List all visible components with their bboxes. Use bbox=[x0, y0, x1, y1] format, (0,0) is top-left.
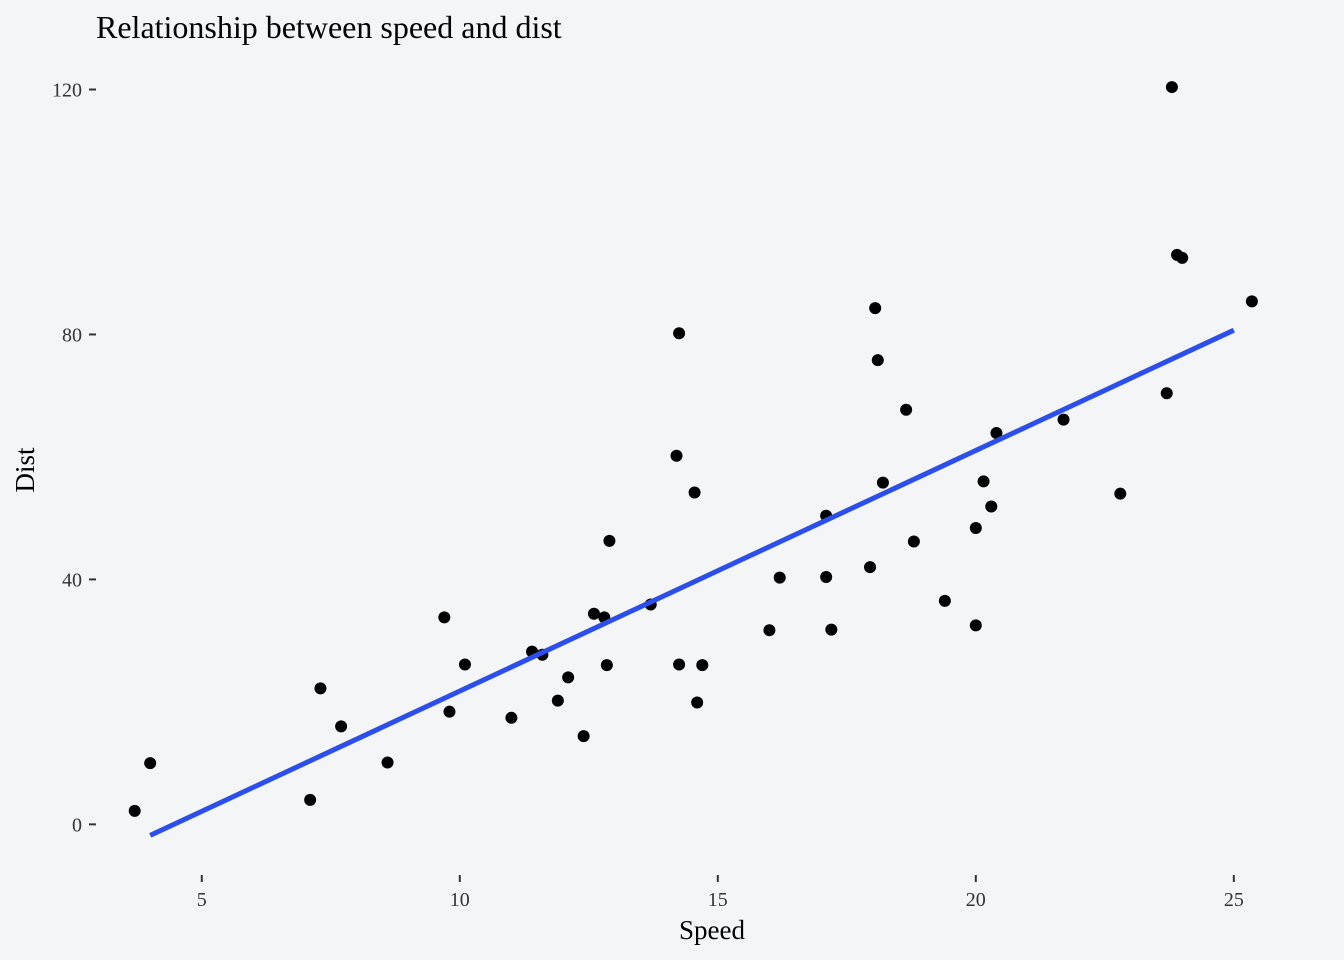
data-point bbox=[820, 570, 833, 583]
data-point bbox=[562, 671, 575, 684]
data-point bbox=[869, 302, 882, 315]
y-axis-label: Dist bbox=[10, 447, 40, 493]
x-tick-label: 15 bbox=[708, 889, 728, 911]
data-point bbox=[688, 486, 701, 499]
data-point bbox=[969, 521, 982, 534]
data-point bbox=[1114, 487, 1127, 500]
x-tick-label: 20 bbox=[966, 889, 986, 911]
data-point bbox=[438, 611, 451, 624]
data-point bbox=[1057, 413, 1070, 426]
data-point bbox=[773, 571, 786, 584]
data-point bbox=[443, 705, 456, 718]
data-point bbox=[907, 535, 920, 548]
data-point bbox=[696, 659, 709, 672]
data-point bbox=[900, 403, 913, 416]
y-axis: 0 40 80 120 bbox=[52, 80, 96, 836]
data-point bbox=[673, 658, 686, 671]
data-point bbox=[985, 500, 998, 513]
data-point bbox=[314, 682, 327, 695]
data-point bbox=[458, 658, 471, 671]
data-point bbox=[670, 449, 683, 462]
data-point bbox=[977, 475, 990, 488]
data-point bbox=[673, 327, 686, 340]
data-point bbox=[603, 534, 616, 547]
data-point bbox=[864, 561, 877, 574]
x-tick-label: 25 bbox=[1224, 889, 1244, 911]
x-axis-label: Speed bbox=[679, 915, 745, 945]
x-tick-label: 5 bbox=[197, 889, 207, 911]
data-point bbox=[304, 793, 317, 806]
y-tick-label: 0 bbox=[72, 814, 82, 836]
y-tick-label: 40 bbox=[62, 569, 82, 591]
data-point bbox=[577, 730, 590, 743]
data-point bbox=[871, 354, 884, 367]
data-point bbox=[938, 594, 951, 607]
data-point bbox=[381, 756, 394, 769]
data-point bbox=[763, 624, 776, 637]
data-point bbox=[1165, 81, 1178, 94]
y-tick-label: 80 bbox=[62, 324, 82, 346]
data-point bbox=[505, 711, 518, 724]
data-point bbox=[969, 619, 982, 632]
data-points bbox=[128, 81, 1258, 817]
chart-title: Relationship between speed and dist bbox=[96, 9, 562, 45]
data-point bbox=[990, 427, 1003, 440]
data-point bbox=[825, 623, 838, 636]
data-point bbox=[876, 476, 889, 489]
data-point bbox=[587, 607, 600, 620]
fit-line-group bbox=[149, 327, 1235, 838]
data-point bbox=[1160, 387, 1173, 400]
data-point bbox=[1245, 295, 1258, 308]
data-point bbox=[600, 659, 613, 672]
data-point bbox=[335, 720, 348, 733]
data-point bbox=[691, 696, 704, 709]
data-point bbox=[551, 694, 564, 707]
data-point bbox=[128, 804, 141, 817]
x-axis: 5 10 15 20 25 bbox=[197, 875, 1244, 911]
data-point bbox=[1176, 251, 1189, 264]
regression-line bbox=[149, 327, 1235, 838]
x-tick-label: 10 bbox=[450, 889, 470, 911]
data-point bbox=[144, 757, 157, 770]
y-tick-label: 120 bbox=[52, 80, 82, 102]
